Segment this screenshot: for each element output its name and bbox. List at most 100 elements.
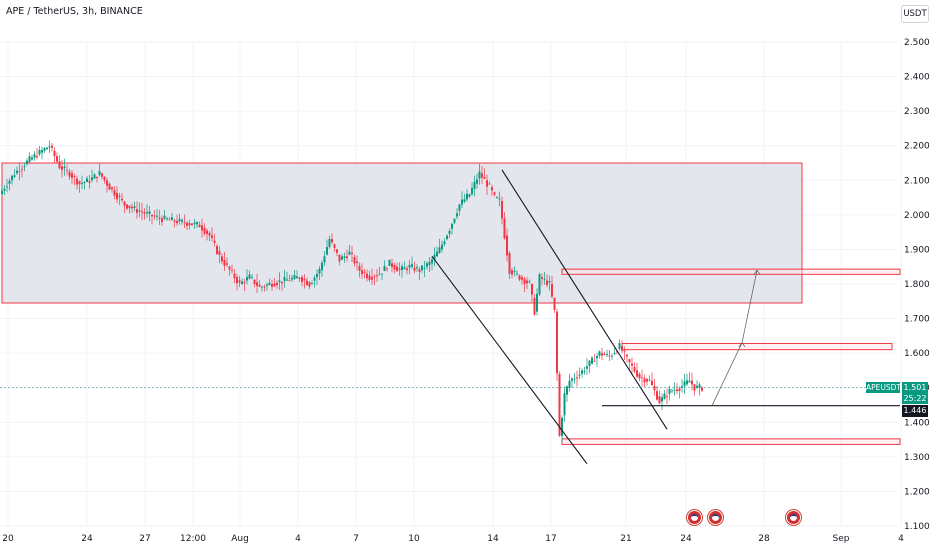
x-tick-label: Aug — [231, 534, 249, 544]
candle-body — [418, 269, 421, 272]
candle-body — [351, 252, 353, 254]
candle-body — [423, 267, 426, 269]
candle-body — [668, 388, 671, 394]
trendlines — [431, 169, 900, 465]
candle-body — [53, 150, 56, 157]
candle-body — [173, 220, 176, 222]
candle-body — [71, 173, 73, 178]
candle-body — [701, 387, 703, 391]
candle-body — [503, 218, 506, 239]
candle-body — [456, 213, 458, 217]
candle-body — [251, 276, 253, 278]
candle-body — [136, 209, 138, 213]
candle-body — [453, 218, 456, 223]
candle-body — [26, 160, 28, 165]
candle-body — [13, 175, 16, 177]
candle-body — [673, 389, 676, 391]
candle-body — [643, 378, 646, 383]
y-tick-label: 2.300 — [904, 107, 930, 117]
us-flag-icon[interactable] — [687, 510, 702, 525]
candle-body — [326, 247, 328, 255]
candle-body — [371, 277, 373, 280]
candle-body — [551, 284, 553, 297]
y-tick-label: 2.100 — [904, 176, 930, 186]
candle-body — [3, 188, 6, 191]
y-tick-label: 2.000 — [904, 211, 930, 221]
candle-body — [548, 281, 551, 283]
candle-body — [663, 393, 666, 399]
zone-range — [1, 162, 803, 304]
x-tick-label: 24 — [81, 534, 93, 544]
candle-body — [33, 154, 36, 158]
candle-body — [81, 183, 83, 184]
candle-body — [283, 277, 286, 282]
candle-body — [8, 180, 11, 184]
candle-body — [483, 176, 486, 179]
candle-body — [581, 370, 583, 374]
candle-body — [76, 178, 78, 185]
candle-body — [658, 396, 661, 404]
x-tick-label: 12:00 — [180, 534, 206, 544]
candle-body — [353, 257, 356, 264]
candle-body — [21, 168, 23, 170]
candle-body — [623, 350, 626, 352]
candle-body — [133, 206, 136, 208]
candle-body — [563, 393, 566, 416]
candle-body — [436, 251, 438, 257]
candle-body — [598, 351, 601, 356]
candle-body — [488, 183, 491, 185]
candle-body — [323, 256, 326, 263]
candle-body — [591, 357, 593, 364]
candle-body — [528, 281, 531, 283]
candle-body — [678, 388, 681, 392]
candle-body — [388, 259, 391, 266]
candle-body — [338, 254, 341, 262]
candle-body — [266, 284, 268, 286]
candle-body — [331, 239, 333, 243]
candle-body — [101, 173, 103, 177]
candle-body — [693, 384, 696, 391]
candle-body — [248, 274, 251, 279]
candle-body — [58, 161, 61, 169]
candle-body — [206, 230, 208, 235]
candle-body — [308, 282, 311, 287]
candle-body — [478, 171, 481, 179]
x-tick-label: 27 — [139, 534, 150, 544]
candle-body — [286, 279, 288, 281]
us-flag-icon[interactable] — [708, 510, 723, 525]
candle-body — [36, 156, 38, 158]
candle-body — [638, 373, 641, 379]
candle-body — [343, 256, 346, 259]
candle-body — [273, 283, 276, 287]
y-tick-label: 1.900 — [904, 245, 930, 255]
candle-body — [228, 266, 231, 270]
x-tick-label: 4 — [295, 534, 301, 544]
candle-body — [138, 210, 141, 212]
candle-body — [96, 176, 98, 178]
candle-body — [83, 182, 86, 184]
candle-body — [533, 297, 536, 315]
currency-button[interactable]: USDT — [901, 5, 929, 23]
candle-body — [18, 171, 21, 172]
candle-body — [391, 263, 393, 267]
candle-body — [141, 211, 143, 213]
candle-body — [373, 276, 376, 278]
candle-body — [346, 256, 348, 258]
candle-body — [556, 311, 558, 374]
candle-body — [406, 268, 408, 271]
candle-body — [318, 268, 321, 274]
y-tick-label: 2.500 — [904, 38, 930, 48]
candle-body — [303, 278, 306, 281]
x-tick-label: 10 — [408, 534, 420, 544]
candle-body — [121, 198, 123, 201]
candle-body — [431, 259, 433, 264]
candle-body — [56, 156, 58, 162]
candle-body — [23, 166, 26, 168]
us-flag-icon[interactable] — [786, 510, 801, 525]
candle-body — [468, 194, 471, 197]
candle-body — [321, 262, 323, 271]
candle-body — [261, 286, 263, 288]
candle-body — [126, 204, 128, 209]
candle-body — [601, 353, 603, 356]
